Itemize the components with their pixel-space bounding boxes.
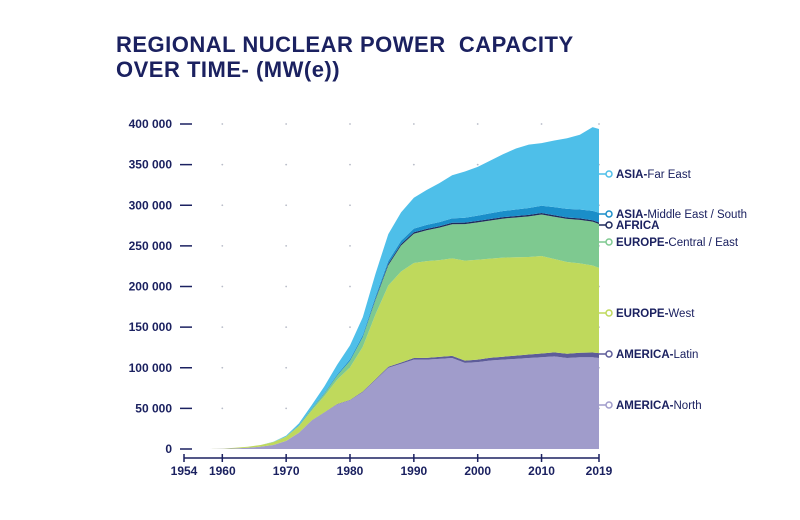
grid-dot <box>285 163 288 166</box>
chart-title-line-1: REGIONAL NUCLEAR POWER CAPACITY <box>116 32 574 57</box>
grid-dot <box>285 244 288 247</box>
series-label-marker <box>605 350 613 358</box>
y-tick-label: 350 000 <box>129 158 173 172</box>
grid-dot <box>540 123 543 125</box>
grid-dot <box>221 407 224 410</box>
grid-dot <box>349 244 351 247</box>
grid-dot <box>221 244 224 247</box>
x-tick-label: 1960 <box>209 464 236 478</box>
x-tick-label: 2000 <box>464 464 491 478</box>
grid-dot <box>349 285 351 288</box>
grid-dot <box>221 204 224 207</box>
series-label-name: West <box>668 308 695 320</box>
grid-dot <box>285 204 288 207</box>
grid-dot <box>349 326 351 329</box>
area-series-6 <box>184 127 599 449</box>
grid-dot <box>476 163 479 166</box>
chart-title-line-2: OVER TIME- (MW(e)) <box>116 57 341 82</box>
grid-dot <box>221 163 224 166</box>
series-label-marker <box>605 238 613 246</box>
x-axis: 1954 1960 1970 1980 1990 2000 2010 2019 <box>171 454 613 478</box>
grid-dot <box>476 123 479 125</box>
series-label-prefix: ASIA- <box>616 169 647 181</box>
grid-dot <box>598 123 600 125</box>
series-label-name: North <box>674 400 702 412</box>
series-label-prefix: EUROPE- <box>616 308 669 320</box>
y-tick-label: 250 000 <box>129 239 173 253</box>
y-tick-label: 150 000 <box>129 320 173 334</box>
y-tick-label: 300 000 <box>129 198 173 212</box>
series-label: ASIA-Middle East / South <box>616 209 747 221</box>
series-label-prefix: EUROPE- <box>616 237 669 249</box>
grid-dot <box>221 285 224 288</box>
series-label: AMERICA-North <box>616 400 702 412</box>
series-label-name: Latin <box>674 349 699 361</box>
x-tick-label: 1990 <box>400 464 427 478</box>
y-axis: 0 50 000 100 000 150 000 200 000 250 000 300 0… <box>129 117 192 456</box>
y-tick-label: 0 <box>165 442 172 456</box>
series-label-name: Central / East <box>668 237 738 249</box>
y-tick-label: 400 000 <box>129 117 173 131</box>
series-label-prefix: ASIA- <box>616 209 647 221</box>
series-label-prefix: AMERICA- <box>616 400 674 412</box>
series-label: AFRICA <box>616 220 659 232</box>
series-label: EUROPE-Central / East <box>616 237 739 249</box>
y-tick-label: 50 000 <box>135 401 172 415</box>
series-label-prefix: AFRICA <box>616 220 659 232</box>
series-label-name: Middle East / South <box>647 209 747 221</box>
area-series <box>184 127 599 449</box>
series-label-marker <box>605 170 613 178</box>
series-label-marker <box>605 221 613 229</box>
grid-dot <box>285 326 288 329</box>
series-label-marker <box>605 401 613 409</box>
x-tick-label: 1954 <box>171 464 198 478</box>
grid-dot <box>285 123 288 125</box>
grid-dot <box>285 285 288 288</box>
area-series-2 <box>184 255 599 449</box>
series-label-marker <box>605 210 613 218</box>
grid-dot <box>412 163 415 166</box>
area-series-0 <box>184 356 599 449</box>
grid-dot <box>412 123 415 125</box>
grid-dot <box>221 326 224 329</box>
series-label: AMERICA-Latin <box>616 349 698 361</box>
series-label: EUROPE-West <box>616 308 695 320</box>
y-tick-label: 200 000 <box>129 280 173 294</box>
grid-dot <box>349 163 351 166</box>
chart-title: REGIONAL NUCLEAR POWER CAPACITY OVER TIM… <box>116 32 574 82</box>
x-tick-label: 2019 <box>586 464 613 478</box>
series-label-name: Far East <box>647 169 691 181</box>
grid-dot <box>349 204 351 207</box>
grid-dot <box>349 123 351 125</box>
y-tick-label: 100 000 <box>129 361 173 375</box>
area-series-3 <box>184 214 599 449</box>
x-tick-label: 1970 <box>273 464 300 478</box>
series-label: ASIA-Far East <box>616 169 692 181</box>
series-label-marker <box>605 309 613 317</box>
grid-dot <box>285 407 288 410</box>
grid-dot <box>285 366 288 369</box>
area-series-4 <box>184 213 599 449</box>
grid-dot <box>221 366 224 369</box>
series-label-prefix: AMERICA- <box>616 349 674 361</box>
x-tick-label: 2010 <box>528 464 555 478</box>
grid-dot <box>221 123 224 125</box>
x-tick-label: 1980 <box>337 464 364 478</box>
